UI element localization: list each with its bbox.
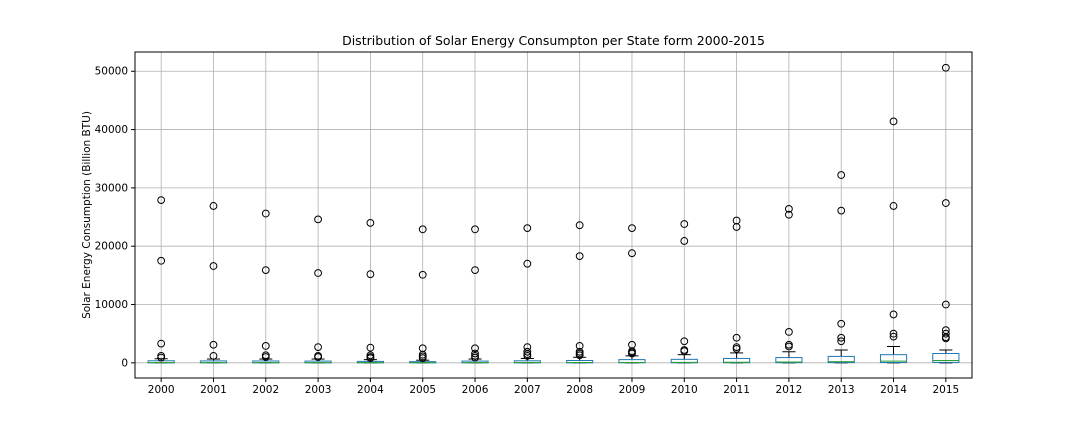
outlier-point (157, 256, 166, 265)
outlier-point (785, 210, 793, 219)
x-tick-label: 2015 (932, 384, 959, 396)
outlier-point (941, 63, 950, 72)
y-tick-label: 20000 (95, 241, 128, 253)
outlier-point (366, 218, 375, 227)
outlier-point (523, 259, 532, 268)
outlier-point (575, 351, 584, 360)
outlier-point (575, 221, 584, 230)
x-tick-label: 2011 (723, 384, 750, 396)
outlier-point (314, 343, 322, 351)
x-tick-label: 2012 (776, 384, 803, 396)
outlier-point (471, 349, 479, 358)
outlier-point (837, 333, 846, 342)
outlier-point (732, 344, 741, 353)
outlier-point (680, 347, 689, 356)
outlier-point (366, 354, 375, 363)
outlier-point (680, 337, 689, 346)
outlier-point (680, 220, 689, 228)
outlier-point (941, 199, 950, 207)
y-tick-label: 30000 (95, 182, 128, 194)
box-2012 (775, 357, 803, 364)
outlier-point (785, 328, 793, 336)
outlier-point (157, 339, 166, 348)
outlier-point (523, 347, 532, 356)
x-tick-label: 2001 (200, 384, 227, 396)
x-tick-label: 2013 (828, 384, 855, 396)
outlier-point (261, 209, 270, 218)
outlier-point (628, 349, 636, 358)
outlier-point (785, 342, 793, 351)
y-tick-label: 10000 (95, 299, 128, 311)
outlier-point (889, 310, 898, 319)
outlier-point (837, 206, 846, 215)
outlier-point (418, 354, 427, 363)
x-tick-label: 2008 (566, 384, 593, 396)
y-tick-label: 0 (121, 357, 128, 369)
outlier-point (261, 353, 270, 361)
outlier-point (889, 117, 898, 126)
outlier-point (732, 223, 741, 231)
x-tick-label: 2014 (880, 384, 907, 396)
outlier-point (523, 351, 532, 360)
outlier-point (157, 353, 166, 362)
outlier-point (523, 224, 532, 233)
outlier-point (732, 333, 741, 342)
outlier-point (471, 225, 479, 234)
outlier-point (314, 269, 322, 277)
outlier-point (418, 270, 427, 279)
y-tick-label: 50000 (95, 66, 128, 78)
outlier-point (418, 225, 427, 234)
outlier-point (366, 343, 375, 352)
outlier-point (575, 342, 584, 350)
outlier-point (209, 340, 218, 349)
box-2013 (827, 355, 855, 364)
outlier-point (941, 329, 950, 338)
outlier-point (889, 202, 898, 210)
outlier-point (837, 319, 846, 328)
x-tick-label: 2003 (305, 384, 332, 396)
x-tick-label: 2006 (462, 384, 489, 396)
outlier-point (471, 266, 479, 275)
outlier-point (837, 337, 846, 346)
outlier-point (471, 353, 479, 362)
outlier-point (941, 334, 950, 343)
outlier-point (209, 262, 218, 270)
box-2014 (879, 354, 908, 363)
outlier-point (785, 204, 793, 213)
x-tick-label: 2004 (357, 384, 384, 396)
outlier-point (680, 237, 689, 245)
y-axis-label: Solar Energy Consumption (Billion BTU) (81, 111, 93, 319)
outlier-point (837, 171, 846, 179)
x-tick-label: 2010 (671, 384, 698, 396)
outlier-point (209, 202, 218, 210)
x-tick-label: 2007 (514, 384, 541, 396)
outlier-point (628, 249, 636, 258)
outlier-point (261, 266, 270, 275)
outlier-point (628, 224, 636, 233)
outlier-point (471, 344, 479, 353)
x-tick-label: 2000 (148, 384, 175, 396)
outlier-point (366, 270, 375, 279)
x-tick-label: 2009 (619, 384, 646, 396)
outlier-point (941, 300, 950, 309)
outlier-point (889, 329, 898, 338)
outlier-point (575, 252, 584, 261)
outlier-point (261, 342, 270, 350)
outlier-point (157, 196, 166, 205)
box-2015 (932, 353, 960, 363)
y-tick-label: 40000 (95, 124, 128, 136)
outlier-point (314, 353, 322, 361)
outlier-point (209, 351, 218, 360)
x-tick-label: 2005 (409, 384, 436, 396)
outlier-point (889, 332, 898, 341)
chart-title: Distribution of Solar Energy Consumpton … (342, 33, 765, 48)
x-tick-label: 2002 (252, 384, 279, 396)
plot-frame (134, 51, 973, 379)
outlier-point (314, 215, 322, 224)
